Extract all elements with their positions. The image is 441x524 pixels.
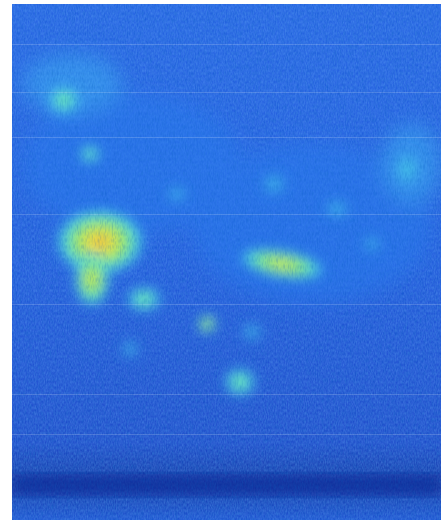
streak-noise [12,4,441,520]
scan-canvas [12,4,441,520]
false-color-scan-image [12,4,441,520]
